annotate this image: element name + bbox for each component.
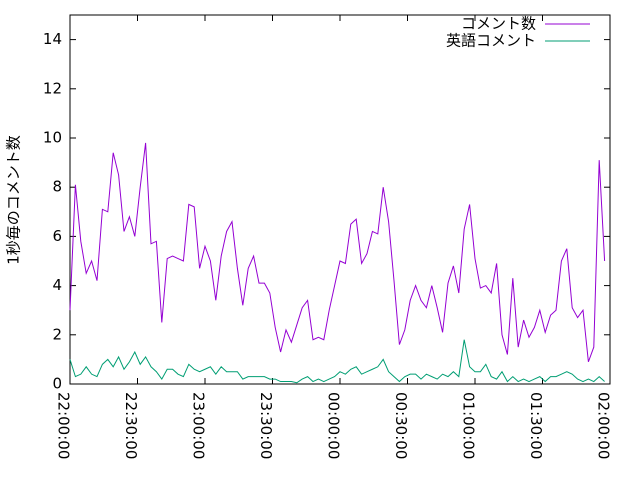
- x-tick-label: 00:00:00: [325, 392, 343, 459]
- y-axis-label: 1秒毎のコメント数: [5, 135, 23, 265]
- y-tick-label: 6: [52, 227, 62, 245]
- x-tick-label: 02:00:00: [595, 392, 613, 459]
- x-tick-label: 01:30:00: [527, 392, 545, 459]
- x-tick-label: 01:00:00: [460, 392, 478, 459]
- y-tick-label: 8: [52, 178, 62, 196]
- y-tick-label: 12: [43, 79, 62, 97]
- legend-label: コメント数: [461, 15, 536, 33]
- legend-label: 英語コメント: [446, 32, 536, 50]
- series-line: [69, 339, 605, 384]
- y-tick-label: 14: [43, 30, 62, 48]
- x-tick-label: 22:30:00: [122, 392, 140, 459]
- plot-frame: [69, 14, 611, 385]
- y-tick-label: 0: [52, 375, 62, 393]
- x-tick-label: 23:00:00: [190, 392, 208, 459]
- x-tick-label: 22:00:00: [55, 392, 73, 459]
- x-tick-label: 23:30:00: [257, 392, 275, 459]
- y-tick-label: 2: [52, 325, 62, 343]
- x-tick-label: 00:30:00: [392, 392, 410, 459]
- y-tick-label: 10: [43, 129, 62, 147]
- series-line: [69, 142, 606, 363]
- y-tick-label: 4: [52, 276, 62, 294]
